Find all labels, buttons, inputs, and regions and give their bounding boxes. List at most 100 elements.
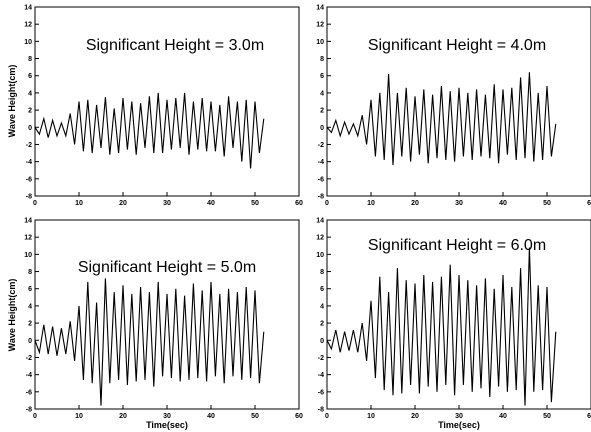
y-tick-label: -4 <box>318 159 324 166</box>
series-line <box>34 92 265 169</box>
y-tick-group: -8 -6 -4 -2 0 2 4 6 8 10 12 14 <box>316 5 331 201</box>
y-tick-label: 12 <box>24 22 32 29</box>
x-tick-label: 0 <box>325 413 329 420</box>
y-tick-label: 12 <box>316 235 324 242</box>
y-tick-label: -2 <box>318 142 324 149</box>
y-tick-label: -8 <box>26 194 32 201</box>
x-tick-label: 40 <box>207 413 215 420</box>
y-tick-label: 0 <box>28 125 32 132</box>
y-tick-label: 2 <box>320 108 324 115</box>
y-tick-label: -2 <box>26 142 32 149</box>
x-tick-label: 50 <box>543 200 551 207</box>
y-tick-label: 12 <box>316 22 324 29</box>
chart-title: Significant Height = 4.0m <box>368 37 546 54</box>
y-tick-label: 0 <box>320 338 324 345</box>
y-tick-label: -6 <box>318 389 324 396</box>
series-line <box>326 247 557 406</box>
y-tick-label: 8 <box>28 56 32 63</box>
y-axis-label-top: Wave Height(cm) <box>7 65 17 138</box>
y-tick-label: 8 <box>320 56 324 63</box>
chart-panel-6m: Significant Height = 6.0m -8 -6 -4 -2 0 2 4 6 8 1… <box>316 218 591 420</box>
x-tick-label: 10 <box>367 413 375 420</box>
y-tick-label: -8 <box>26 407 32 414</box>
y-tick-label: -6 <box>26 176 32 183</box>
x-tick-label: 10 <box>75 200 83 207</box>
y-tick-label: 10 <box>24 252 32 259</box>
x-tick-label: 20 <box>411 413 419 420</box>
y-tick-label: 14 <box>316 218 324 225</box>
y-tick-group: -8 -6 -4 -2 0 2 4 6 8 10 12 14 <box>24 5 39 201</box>
chart-title: Significant Height = 6.0m <box>368 237 546 254</box>
y-tick-label: -8 <box>318 194 324 201</box>
y-tick-label: -4 <box>318 372 324 379</box>
x-tick-label: 40 <box>207 200 215 207</box>
x-tick-label: 0 <box>325 200 329 207</box>
y-tick-label: 0 <box>28 338 32 345</box>
y-tick-label: -2 <box>318 355 324 362</box>
y-tick-label: 8 <box>320 269 324 276</box>
y-tick-label: 4 <box>28 90 32 97</box>
x-tick-group: 0 10 20 30 40 50 60 <box>325 192 591 207</box>
y-tick-label: -2 <box>26 355 32 362</box>
y-tick-label: 14 <box>24 218 32 225</box>
series-line <box>326 72 557 166</box>
x-tick-label: 60 <box>295 200 303 207</box>
x-tick-label: 50 <box>251 200 259 207</box>
y-tick-label: 2 <box>28 321 32 328</box>
y-tick-label: 14 <box>24 5 32 12</box>
x-tick-label: 30 <box>163 200 171 207</box>
chart-title: Significant Height = 5.0m <box>78 259 256 276</box>
x-tick-label: 30 <box>455 200 463 207</box>
y-tick-label: -6 <box>318 176 324 183</box>
x-tick-label: 10 <box>75 413 83 420</box>
x-tick-label: 60 <box>587 200 591 207</box>
y-tick-label: 6 <box>320 73 324 80</box>
x-tick-label: 30 <box>163 413 171 420</box>
y-tick-label: -4 <box>26 372 32 379</box>
y-tick-group: -8 -6 -4 -2 0 2 4 6 8 10 12 14 <box>316 218 331 414</box>
y-tick-group: -8 -6 -4 -2 0 2 4 6 8 10 12 14 <box>24 218 39 414</box>
y-tick-label: 8 <box>28 269 32 276</box>
y-tick-label: 12 <box>24 235 32 242</box>
y-tick-label: 10 <box>316 252 324 259</box>
plot-frame <box>326 6 591 197</box>
y-tick-label: -4 <box>26 159 32 166</box>
y-axis-label-bottom: Wave Height(cm) <box>7 279 17 352</box>
x-tick-label: 20 <box>119 200 127 207</box>
y-tick-label: 4 <box>320 303 324 310</box>
y-tick-label: -6 <box>26 389 32 396</box>
x-tick-label: 20 <box>119 413 127 420</box>
chart-panel-3m: Significant Height = 3.0m -8 -6 -4 -2 0 2 4 6 8 1… <box>24 5 303 208</box>
y-tick-label: 10 <box>24 39 32 46</box>
y-tick-label: 4 <box>28 303 32 310</box>
y-tick-label: 2 <box>28 108 32 115</box>
x-tick-label: 50 <box>543 413 551 420</box>
x-tick-label: 0 <box>33 413 37 420</box>
x-axis-label-right: Time(sec) <box>438 420 480 430</box>
y-tick-label: 0 <box>320 125 324 132</box>
x-tick-label: 40 <box>499 413 507 420</box>
chart-title: Significant Height = 3.0m <box>86 37 264 54</box>
y-tick-label: 4 <box>320 90 324 97</box>
x-tick-label: 40 <box>499 200 507 207</box>
x-tick-label: 60 <box>295 413 303 420</box>
x-tick-label: 30 <box>455 413 463 420</box>
y-tick-label: 2 <box>320 321 324 328</box>
y-tick-label: -8 <box>318 407 324 414</box>
y-tick-label: 6 <box>28 73 32 80</box>
x-tick-label: 20 <box>411 200 419 207</box>
x-axis-label-left: Time(sec) <box>146 420 188 430</box>
x-tick-label: 0 <box>33 200 37 207</box>
y-tick-label: 6 <box>320 286 324 293</box>
x-tick-group: 0 10 20 30 40 50 60 <box>33 192 303 207</box>
x-tick-label: 60 <box>587 413 591 420</box>
y-tick-label: 10 <box>316 39 324 46</box>
x-tick-group: 0 10 20 30 40 50 60 <box>33 405 303 420</box>
x-tick-label: 10 <box>367 200 375 207</box>
chart-panel-4m: Significant Height = 4.0m -8 -6 -4 -2 0 2 4 6 8 1… <box>316 5 591 207</box>
series-line <box>34 278 265 406</box>
y-tick-label: 14 <box>316 5 324 12</box>
x-tick-group: 0 10 20 30 40 50 60 <box>325 405 591 420</box>
x-tick-label: 50 <box>251 413 259 420</box>
